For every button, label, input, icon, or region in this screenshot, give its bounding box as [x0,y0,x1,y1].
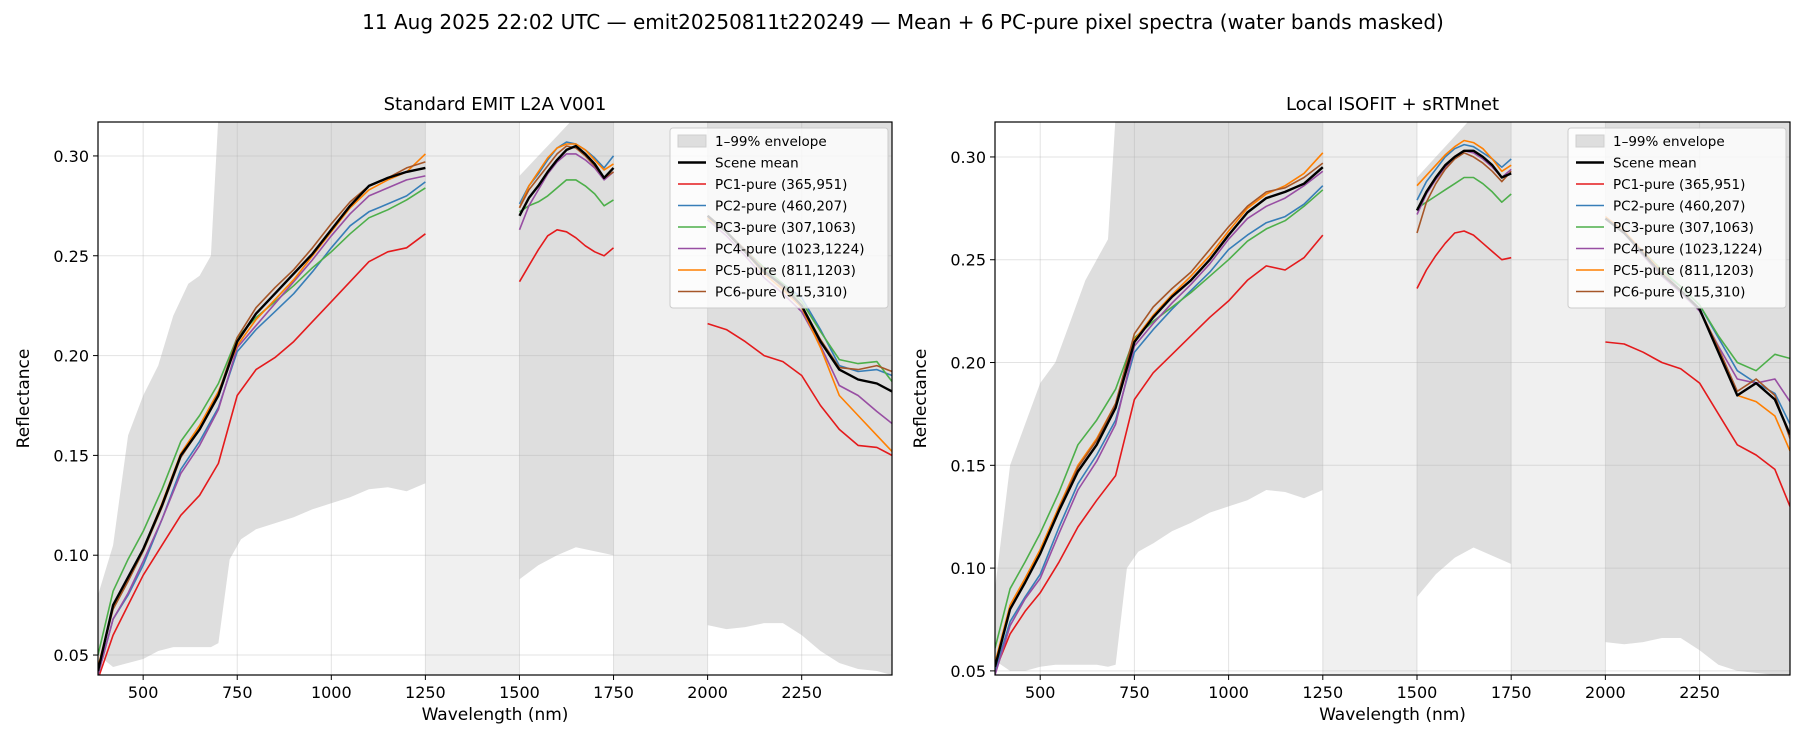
panel-title: Standard EMIT L2A V001 [384,94,607,115]
axes-frame [994,121,1791,676]
envelope-band-1 [519,122,614,580]
legend-box [669,127,889,309]
series-line-pc5-pure [1416,139,1512,187]
figure-title: 11 Aug 2025 22:02 UTC — emit20250811t220… [362,10,1444,34]
x-tick-label: 1750 [1491,683,1532,702]
y-tick-label: 0.25 [53,247,89,266]
series-line-scene [518,144,615,217]
legend-entry-label: PC3-pure (307,1063) [715,220,856,236]
x-tick-label: 1500 [499,683,540,702]
series-line-pc1-pure [1416,230,1512,289]
legend-entry-label: PC5-pure (811,1203) [715,263,856,279]
x-tick-label: 1000 [311,683,352,702]
legend-entry-label: PC2-pure (460,207) [715,199,847,215]
x-tick-label: 1000 [1208,683,1249,702]
y-tick-label: 0.20 [950,354,986,373]
legend-entry-label: PC6-pure (915,310) [1613,285,1745,301]
x-tick-label: 2000 [1585,683,1626,702]
legend-entry-label: 1–99% envelope [715,134,827,150]
y-tick-label: 0.30 [53,147,89,166]
legend-entry-label: PC3-pure (307,1063) [1613,220,1754,236]
y-axis-label: Reflectance [911,349,931,449]
y-tick-label: 0.15 [53,446,89,465]
series-line-pc3-pure [98,187,426,656]
panel-standard-emit: 500 750 1000 1250 1500 1750 2000 2250 0.05 0.10 0.… [14,94,893,725]
y-tick-label: 0.05 [950,662,986,681]
series-line-scene [98,166,426,672]
x-tick-label: 1750 [593,683,634,702]
legend-entry-label: PC4-pure (1023,1224) [715,242,865,258]
legend-entry-label: 1–99% envelope [1613,134,1725,150]
legend-entry-label: PC1-pure (365,951) [1613,177,1745,193]
series-line-pc4-pure [98,175,426,675]
legend-envelope-swatch [1575,134,1605,148]
x-tick-label: 2000 [687,683,728,702]
legend-entry-label: Scene mean [1613,156,1697,172]
x-tick-label: 2250 [781,683,822,702]
series-line-pc5-pure [518,143,614,209]
x-tick-label: 500 [1025,683,1056,702]
envelope-band-0 [995,122,1323,671]
series-line-pc1-pure [518,229,615,283]
x-tick-label: 750 [1119,683,1150,702]
series-line-pc3-pure [995,189,1324,649]
series-line-scene [995,166,1324,668]
x-tick-label: 1250 [405,683,446,702]
series-line-scene [1415,149,1512,211]
y-tick-label: 0.10 [950,559,986,578]
x-axis-label: Wavelength (nm) [1319,705,1466,725]
y-tick-label: 0.10 [53,546,89,565]
series-line-pc3-pure [1416,176,1512,209]
panel-local-isofit: 500 750 1000 1250 1500 1750 2000 2250 0.05 0.10 0.… [911,94,1791,725]
envelope-band-1 [1417,122,1512,597]
legend-entry-label: PC6-pure (915,310) [715,285,847,301]
legend-entry-label: Scene mean [715,156,799,172]
y-tick-label: 0.30 [950,148,986,167]
water-band-mask-0 [1322,122,1417,675]
legend-box [1567,127,1787,309]
legend-entry-label: PC5-pure (811,1203) [1613,263,1754,279]
y-tick-label: 0.05 [53,646,89,665]
series-line-pc3-pure [519,179,614,213]
legend: 1–99% envelope Scene mean PC1-pure (365,95… [1567,127,1787,309]
y-axis-label: Reflectance [14,349,34,449]
series-line-pc2-pure [1416,143,1512,201]
series-line-pc1-pure [707,322,892,457]
series-line-pc2-pure [98,181,426,675]
legend: 1–99% envelope Scene mean PC1-pure (365,95… [669,127,889,309]
axes-frame [97,121,893,676]
x-tick-label: 2250 [1679,683,1720,702]
water-band-mask-0 [425,122,520,675]
series-line-pc1-pure [98,233,426,675]
y-tick-label: 0.20 [53,347,89,366]
x-tick-label: 500 [128,683,159,702]
series-line-pc2-pure [995,185,1324,672]
series-line-pc1-pure [1605,341,1790,507]
y-tick-label: 0.15 [950,456,986,475]
x-tick-label: 1500 [1397,683,1438,702]
legend-entry-label: PC4-pure (1023,1224) [1613,242,1763,258]
series-line-pc6-pure [1416,152,1512,234]
series-line-pc1-pure [995,234,1324,672]
x-axis-label: Wavelength (nm) [422,705,569,725]
x-tick-label: 750 [222,683,253,702]
series-line-pc4-pure [518,153,615,231]
envelope-band-0 [98,122,426,667]
series-line-pc5-pure [995,152,1324,663]
legend-entry-label: PC1-pure (365,951) [715,177,847,193]
x-tick-label: 1250 [1302,683,1343,702]
legend-envelope-swatch [677,134,707,148]
legend-entry-label: PC2-pure (460,207) [1613,199,1745,215]
series-line-pc4-pure [995,170,1324,675]
y-tick-label: 0.25 [950,251,986,270]
panel-title: Local ISOFIT + sRTMnet [1286,94,1499,115]
